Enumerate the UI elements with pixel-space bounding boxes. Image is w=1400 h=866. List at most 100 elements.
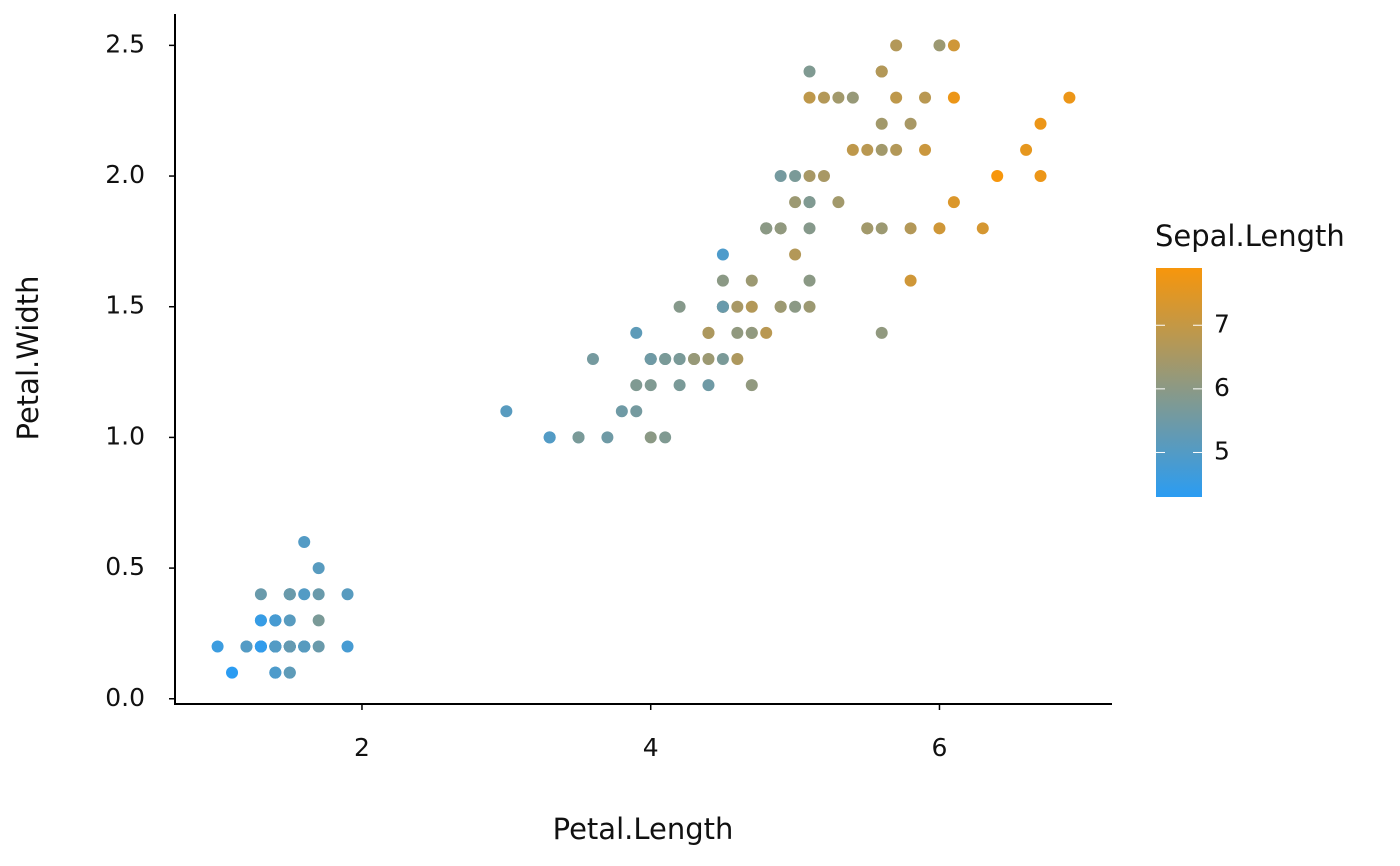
point [644,431,657,444]
point [875,117,888,130]
point [875,222,888,235]
colorbar-tick-label: 7 [1214,309,1230,338]
point [991,170,1004,183]
point [269,666,282,679]
point [673,300,686,313]
point [211,640,224,653]
point [341,588,354,601]
point [702,326,715,339]
point [283,666,296,679]
point [298,588,311,601]
point [789,170,802,183]
point [774,300,787,313]
point [716,274,729,287]
y-tick-label: 0.0 [105,683,145,712]
point [731,353,744,365]
y-tick-label: 2.0 [105,160,145,189]
point [644,353,657,365]
point [947,91,960,104]
point [817,170,830,183]
point [659,431,672,444]
y-axis-title: Petal.Width [11,276,45,441]
point [312,640,325,653]
point [283,588,296,601]
point [298,640,311,653]
point [803,300,816,313]
x-tick-label: 2 [354,733,370,762]
point [745,326,758,339]
point [904,117,917,130]
point [731,326,744,339]
x-axis-title: Petal.Length [553,812,734,846]
point [745,274,758,287]
point [601,431,614,444]
point [240,640,253,653]
point [254,614,267,627]
point [803,170,816,183]
point [947,196,960,209]
point [803,222,816,235]
y-tick-label: 2.5 [105,29,145,58]
point [861,222,874,235]
point [875,143,888,156]
point [269,614,282,627]
point [630,379,643,392]
point [716,353,729,365]
point [919,143,932,156]
point [254,640,267,653]
x-tick-label: 6 [932,733,948,762]
point [789,300,802,313]
y-tick-label: 0.5 [105,552,145,581]
point [976,222,989,235]
point [586,353,599,365]
point [716,248,729,261]
point [890,143,903,156]
point [500,405,513,418]
point [1034,170,1047,183]
point [341,640,354,653]
point [731,300,744,313]
point [1020,143,1033,156]
point [312,614,325,627]
point [832,91,845,104]
point [745,300,758,313]
point [644,379,657,392]
point [904,222,917,235]
point [572,431,585,444]
point [846,143,859,156]
point [933,39,946,52]
y-tick-label: 1.5 [105,291,145,320]
point [673,379,686,392]
point [716,300,729,313]
point [702,353,715,365]
point [760,222,773,235]
point [254,588,267,601]
point [890,91,903,104]
point [702,379,715,392]
point [817,91,830,104]
point [673,353,686,365]
point [846,91,859,104]
point [1034,117,1047,130]
point [933,222,946,235]
point [803,274,816,287]
point [283,614,296,627]
point [904,274,917,287]
point [630,405,643,418]
point [615,405,628,418]
point [774,170,787,183]
point [803,196,816,209]
x-tick-label: 4 [643,733,659,762]
point [298,535,311,548]
point [875,65,888,78]
y-tick-label: 1.0 [105,421,145,450]
colorbar [1156,268,1202,497]
colorbar-tick-label: 6 [1214,373,1230,402]
point [630,326,643,339]
point [226,666,239,679]
point [789,196,802,209]
colorbar-tick-label: 5 [1214,436,1230,465]
point [803,91,816,104]
point [832,196,845,209]
